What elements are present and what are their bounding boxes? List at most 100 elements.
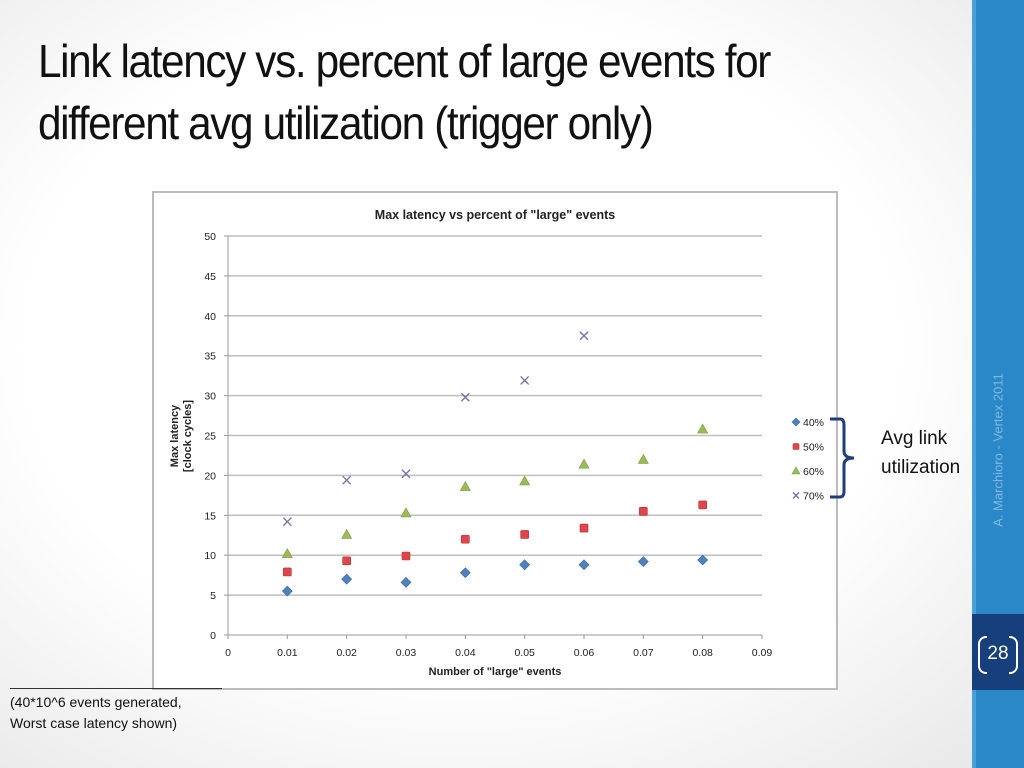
data-point xyxy=(520,375,530,385)
slide-title: Link latency vs. percent of large events… xyxy=(38,30,903,154)
data-point xyxy=(459,480,471,491)
scatter-chart: Max latency vs percent of "large" events… xyxy=(169,208,824,678)
legend-label: 50% xyxy=(803,442,824,454)
x-tick-label: 0.07 xyxy=(633,647,654,659)
legend-label: 40% xyxy=(803,417,824,429)
legend-marker-icon xyxy=(792,443,800,450)
footnote-separator xyxy=(10,688,222,689)
y-tick-label: 15 xyxy=(204,510,216,522)
data-point xyxy=(697,423,709,434)
legend-marker-icon xyxy=(792,492,800,499)
series-70pct xyxy=(282,331,589,527)
legend-item: 50% xyxy=(792,442,824,454)
series-60pct xyxy=(281,423,709,558)
data-points xyxy=(281,331,709,597)
data-point xyxy=(400,507,412,518)
x-marker-stroke xyxy=(460,392,470,402)
data-point xyxy=(281,585,293,597)
data-point xyxy=(281,547,293,558)
data-point xyxy=(639,507,648,516)
series-50pct xyxy=(283,500,707,577)
y-tick-label: 45 xyxy=(204,271,216,283)
x-tick-label: 0.05 xyxy=(514,647,535,659)
legend: 40% 50% 60% 70% xyxy=(791,417,824,503)
annotation-line-1: Avg link xyxy=(881,428,948,449)
data-point xyxy=(520,530,529,539)
data-point xyxy=(341,573,353,585)
x-marker-stroke xyxy=(401,469,411,479)
y-tick-label: 30 xyxy=(204,391,216,403)
slide-sidebar-edge xyxy=(972,0,976,768)
legend-marker-icon xyxy=(791,417,801,427)
y-tick-label: 35 xyxy=(204,351,216,363)
y-axis-label-line-1: Max latency xyxy=(169,404,181,467)
data-point xyxy=(578,559,590,571)
x-marker-stroke xyxy=(792,492,800,499)
y-tick-label: 50 xyxy=(204,231,216,243)
slide-title-line-1: Link latency vs. percent of large events… xyxy=(38,35,771,87)
data-point xyxy=(401,551,411,561)
author-credit: A. Marchioro - Vertex 2011 xyxy=(990,373,1006,527)
data-point xyxy=(342,475,352,485)
annotation-line-2: utilization xyxy=(881,457,961,478)
chart-title: Max latency vs percent of "large" events xyxy=(375,208,615,222)
legend-bracket xyxy=(830,417,855,499)
y-tick-labels: 0 5 10 15 20 25 30 35 40 45 50 xyxy=(204,231,216,642)
axes xyxy=(224,235,763,639)
x-marker-stroke xyxy=(282,517,292,527)
data-point xyxy=(519,559,531,571)
y-tick-label: 10 xyxy=(204,550,216,562)
x-tick-label: 0.04 xyxy=(455,647,476,659)
gridlines xyxy=(228,235,762,596)
legend-label: 60% xyxy=(803,466,824,478)
legend-label: 70% xyxy=(803,491,824,503)
x-marker-stroke xyxy=(520,375,530,385)
chart-frame: Max latency vs percent of "large" events… xyxy=(152,191,838,690)
slide-title-line-2: different avg utilization (trigger only) xyxy=(38,97,654,149)
y-tick-label: 40 xyxy=(204,311,216,323)
legend-item: 70% xyxy=(792,491,824,503)
data-point xyxy=(579,523,589,533)
y-tick-label: 0 xyxy=(210,630,216,642)
legend-marker-icon xyxy=(791,466,801,475)
x-tick-label: 0.03 xyxy=(396,647,417,659)
legend-item: 40% xyxy=(791,417,824,429)
data-point xyxy=(698,500,707,510)
x-tick-label: 0.08 xyxy=(692,647,713,659)
data-point xyxy=(401,469,411,479)
x-tick-label: 0.01 xyxy=(277,647,298,659)
bracket-annotation: Avg link utilization xyxy=(881,424,960,482)
data-point xyxy=(637,556,649,568)
data-point xyxy=(459,567,471,579)
x-tick-labels: 0 0.01 0.02 0.03 0.04 0.05 0.06 0.07 0.08 0.09 xyxy=(225,647,772,659)
series-40pct xyxy=(281,554,709,597)
y-axis-label: Max latency [clock cycles] xyxy=(169,400,194,472)
y-tick-label: 20 xyxy=(204,470,216,482)
x-marker-stroke xyxy=(342,475,352,485)
x-tick-label: 0.06 xyxy=(574,647,595,659)
page-number-box xyxy=(972,614,1024,690)
y-axis-label-line-2: [clock cycles] xyxy=(182,400,194,472)
curly-brace-icon xyxy=(830,417,855,499)
data-point xyxy=(579,331,589,341)
data-point xyxy=(282,517,292,527)
data-point xyxy=(283,567,292,577)
x-axis-label: Number of "large" events xyxy=(429,666,562,678)
x-tick-label: 0.02 xyxy=(336,647,357,659)
page-number: 28 xyxy=(978,636,1018,674)
footnote-line-1: (40*10^6 events generated, xyxy=(10,694,182,710)
footnote-line-2: Worst case latency shown) xyxy=(10,715,178,731)
legend-item: 60% xyxy=(791,466,824,478)
data-point xyxy=(461,534,470,544)
data-point xyxy=(578,458,590,469)
x-tick-label: 0 xyxy=(225,647,231,659)
x-marker-stroke xyxy=(579,331,589,341)
y-tick-label: 25 xyxy=(204,431,216,443)
data-point xyxy=(342,556,351,566)
data-point xyxy=(400,576,412,588)
x-tick-label: 0.09 xyxy=(752,647,773,659)
data-point xyxy=(519,475,531,486)
data-point xyxy=(341,528,353,539)
data-point xyxy=(460,392,470,402)
data-point xyxy=(637,453,649,464)
